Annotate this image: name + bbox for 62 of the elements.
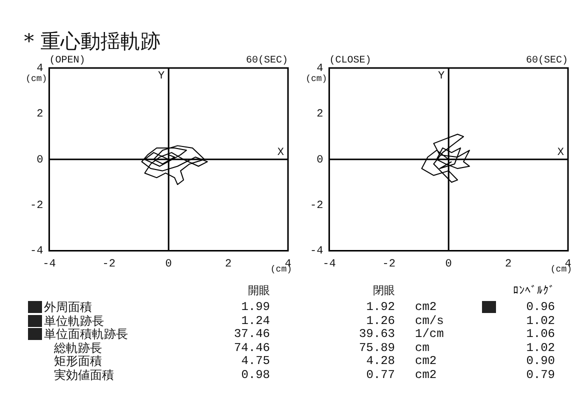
text: cm xyxy=(415,340,430,354)
data-label: 1.99 xyxy=(241,300,270,314)
data-label: 0.98 xyxy=(241,368,270,382)
ref-line-label: Y xyxy=(158,70,165,82)
text: 1/cm xyxy=(415,327,444,341)
x-tick-label: 0 xyxy=(445,258,452,270)
data-label: 0.96 xyxy=(526,300,555,314)
data-label: 1.92 xyxy=(366,300,395,314)
data-label: 1.02 xyxy=(526,340,555,354)
category-label: 実効値面積 xyxy=(54,368,114,382)
data-label: 4.75 xyxy=(241,354,270,368)
text: cm2 xyxy=(415,368,437,382)
data-label: 0.77 xyxy=(366,368,395,382)
y-tick-label: 2 xyxy=(316,108,324,121)
data-label: 37.46 xyxy=(234,327,270,341)
text: 60(SEC) xyxy=(246,54,288,67)
text: ﾛﾝﾍﾞﾙｸﾞ xyxy=(513,284,555,298)
category-label: 総軌跡長 xyxy=(54,340,102,354)
text: (OPEN) xyxy=(49,54,86,67)
y-tick-label: 0 xyxy=(316,154,324,166)
ref-line-label: Y xyxy=(438,70,445,82)
x-tick-label: 2 xyxy=(224,258,232,270)
data-label: 1.26 xyxy=(366,314,395,328)
text: 60(SEC) xyxy=(526,54,568,67)
category-label: 矩形面積 xyxy=(54,354,102,368)
data-label: 4.28 xyxy=(366,354,395,368)
category-label: 外周面積 xyxy=(44,300,92,314)
ref-line-label: X xyxy=(277,146,284,159)
chart-title: * 重心動揺軌跡 xyxy=(24,28,160,55)
text: (CLOSE) xyxy=(329,54,372,67)
x-tick-label: 2 xyxy=(504,258,512,270)
text: cm2 xyxy=(415,354,437,368)
text: 開眼 xyxy=(248,284,270,298)
data-label: 1.02 xyxy=(526,314,555,328)
x-tick-label: -2 xyxy=(102,258,116,270)
y-tick-label: 0 xyxy=(36,154,44,166)
text: cm/s xyxy=(415,314,444,328)
x-tick-label: 0 xyxy=(165,258,172,270)
y-tick-label: -2 xyxy=(30,200,44,212)
text: cm2 xyxy=(415,300,437,314)
data-label: 0.79 xyxy=(526,368,555,382)
y-axis-title: (cm) xyxy=(26,74,48,84)
ref-line-label: X xyxy=(557,146,564,159)
data-label: 0.90 xyxy=(526,354,555,368)
y-tick-label: 2 xyxy=(36,108,44,121)
x-axis-title: (cm) xyxy=(550,264,572,275)
y-tick-label: -2 xyxy=(310,200,324,212)
y-tick-label: 4 xyxy=(316,62,324,75)
y-axis-title: (cm) xyxy=(306,74,328,84)
data-label: 75.89 xyxy=(358,340,395,354)
data-label: 1.24 xyxy=(241,314,270,328)
x-tick-label: -2 xyxy=(382,258,396,270)
x-axis-title: (cm) xyxy=(270,264,292,275)
data-label: 1.06 xyxy=(526,327,555,341)
y-tick-label: -4 xyxy=(310,246,324,258)
data-label: 74.46 xyxy=(234,340,270,354)
text: 閉眼 xyxy=(373,284,395,298)
data-label: 39.63 xyxy=(358,327,395,341)
y-tick-label: -4 xyxy=(30,246,44,258)
category-label: 単位軌跡長 xyxy=(44,314,104,328)
y-tick-label: 4 xyxy=(36,62,44,75)
category-label: 単位面積軌跡長 xyxy=(44,327,128,341)
